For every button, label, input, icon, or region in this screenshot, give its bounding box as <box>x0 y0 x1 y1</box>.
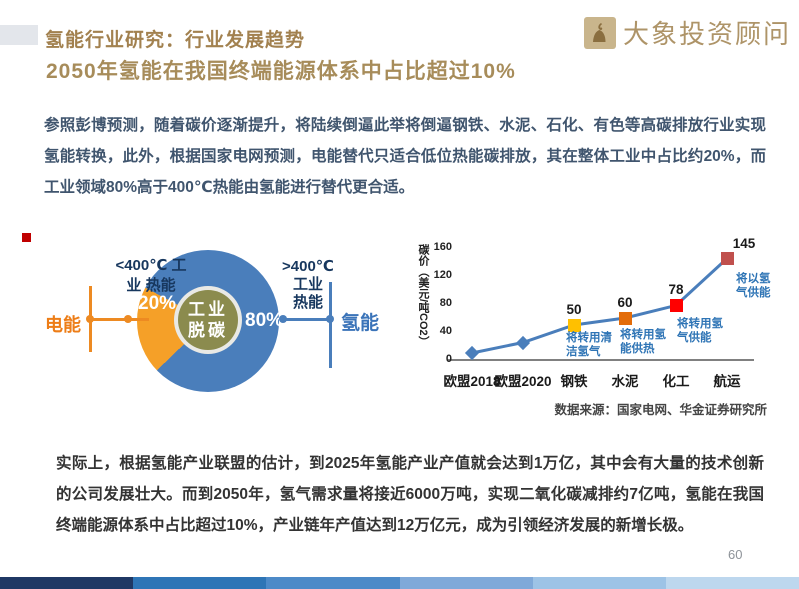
slide-heading: 2050年氢能在我国终端能源体系中占比超过10% <box>46 60 516 83</box>
y-tick-label: 120 <box>433 269 452 281</box>
hydrogen-dot <box>279 315 287 323</box>
pie-center-label: 工业 脱碳 <box>178 290 238 350</box>
elephant-logo-icon <box>583 16 616 49</box>
y-tick-label: 160 <box>433 241 452 253</box>
closing-paragraph: 实际上，根据氢能产业联盟的估计，到2025年氢能产业产值就会达到1万亿，其中会有… <box>56 455 764 534</box>
page-number: 60 <box>728 547 743 562</box>
footer-bar-segment <box>133 577 267 589</box>
pie-callout-right: >400℃ 工业 热能 <box>282 258 334 311</box>
hydrogen-horizontal-line <box>283 318 331 321</box>
red-square-marker <box>22 233 31 242</box>
y-axis-label: 碳价（美元/吨CO2） <box>417 244 429 347</box>
footer-bar-segment <box>532 577 666 589</box>
footer-bar-segment <box>399 577 533 589</box>
hydrogen-energy-label: 氢能 <box>341 313 380 334</box>
y-tick-label: 80 <box>439 297 452 309</box>
footer-bar-segment <box>665 577 799 589</box>
carbon-price-line <box>471 257 729 355</box>
point-annotation: 将转用氢 能供热 <box>620 329 666 355</box>
intro-paragraph: 参照彭博预测，随着碳价逐渐提升，将陆续倒逼此举将倒逼钢铁、水泥、石化、有色等高碳… <box>44 117 766 196</box>
x-category-label: 航运 <box>713 374 741 389</box>
data-point-square <box>618 311 632 325</box>
footer-bar-segment <box>0 577 134 589</box>
x-category-label: 欧盟2020 <box>494 374 552 389</box>
point-annotation: 将以氢 气供能 <box>736 273 771 299</box>
x-axis-line <box>447 359 754 361</box>
pie-slice-label-20: 20% <box>138 293 177 314</box>
data-point-square <box>720 252 734 265</box>
x-category-label: 化工 <box>662 374 690 389</box>
header-accent-block <box>0 25 38 45</box>
y-tick-label: 40 <box>439 325 452 337</box>
electric-dot <box>124 315 132 323</box>
x-category-label: 欧盟2018 <box>443 374 501 389</box>
electric-energy-label: 电能 <box>45 315 81 335</box>
footer-gradient-bar <box>0 577 799 589</box>
pie-slice-label-80: 80% <box>245 310 284 331</box>
footer-bar-segment <box>266 577 400 589</box>
data-source-note: 数据来源：国家电网、华金证券研究所 <box>554 403 767 417</box>
logo: 大象投资顾问 <box>583 14 791 51</box>
logo-text: 大象投资顾问 <box>622 20 791 49</box>
hydrogen-vertical-line <box>329 282 332 368</box>
point-annotation: 将转用氢 气供能 <box>677 318 723 344</box>
page-title: 氢能行业研究：行业发展趋势 <box>45 30 306 51</box>
data-point-square <box>567 318 581 332</box>
point-annotation: 将转用清 洁氢气 <box>566 332 612 358</box>
electric-horizontal-line <box>89 318 149 321</box>
data-point-value: 60 <box>617 295 633 310</box>
electric-dot <box>86 315 94 323</box>
data-point-value: 145 <box>732 235 756 251</box>
data-point-square <box>669 298 683 312</box>
data-point-value: 50 <box>566 302 582 317</box>
hydrogen-dot <box>326 315 334 323</box>
data-point-value: 78 <box>668 282 684 298</box>
pie-callout-left: <400℃ 工 业 热能 <box>115 257 187 294</box>
x-category-label: 水泥 <box>611 374 639 389</box>
y-tick-label: 0 <box>445 353 452 365</box>
x-category-label: 钢铁 <box>560 374 588 389</box>
